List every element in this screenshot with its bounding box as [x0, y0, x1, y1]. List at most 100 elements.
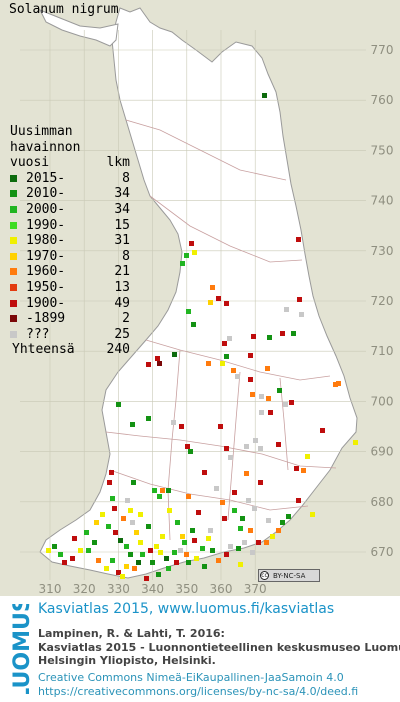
legend-swatch — [10, 268, 17, 276]
legend-row: 2010- 34 — [10, 186, 130, 202]
occurrence-square — [258, 446, 263, 451]
occurrence-square — [178, 548, 183, 553]
occurrence-square — [222, 516, 227, 521]
occurrence-square — [206, 536, 211, 541]
occurrence-square — [194, 556, 199, 561]
occurrence-square — [268, 410, 273, 415]
occurrence-square — [131, 480, 136, 485]
cc-badge-text: BY-NC-SA — [273, 572, 306, 580]
occurrence-square — [297, 297, 302, 302]
legend-count: 8 — [122, 170, 130, 186]
occurrence-square — [70, 556, 75, 561]
occurrence-square — [206, 361, 211, 366]
legend-count: 13 — [114, 279, 130, 295]
legend-swatch — [10, 205, 17, 213]
occurrence-square — [296, 498, 301, 503]
occurrence-square — [264, 540, 269, 545]
footer — [0, 596, 400, 702]
legend-row: 1950- 13 — [10, 280, 130, 296]
occurrence-square — [248, 528, 253, 533]
occurrence-square — [228, 455, 233, 460]
occurrence-square — [179, 424, 184, 429]
legend-swatch — [10, 221, 17, 229]
y-tick-label: 670 — [371, 545, 394, 559]
occurrence-square — [252, 506, 257, 511]
occurrence-square — [202, 564, 207, 569]
legend-row: 1960- 21 — [10, 264, 130, 280]
occurrence-square — [150, 560, 155, 565]
occurrence-square — [175, 520, 180, 525]
legend-period: 1950- — [26, 279, 66, 295]
legend-row: 1900- 49 — [10, 296, 130, 312]
occurrence-square — [244, 471, 249, 476]
occurrence-square — [220, 500, 225, 505]
occurrence-square — [92, 540, 97, 545]
legend-count: 34 — [114, 201, 130, 217]
occurrence-square — [208, 300, 213, 305]
occurrence-square — [208, 528, 213, 533]
occurrence-square — [296, 237, 301, 242]
legend-total-count: 240 — [106, 342, 130, 358]
legend-period: 1900- — [26, 295, 66, 311]
citation-line-1: Lampinen, R. & Lahti, T. 2016: — [38, 627, 225, 640]
occurrence-square — [248, 353, 253, 358]
occurrence-square — [184, 253, 189, 258]
legend-swatch — [10, 315, 17, 323]
occurrence-square — [248, 377, 253, 382]
occurrence-square — [72, 536, 77, 541]
occurrence-square — [286, 514, 291, 519]
legend-row: -1899 2 — [10, 311, 130, 327]
occurrence-square — [214, 486, 219, 491]
legend-swatch — [10, 237, 17, 245]
occurrence-square — [86, 548, 91, 553]
occurrence-square — [232, 508, 237, 513]
occurrence-square — [110, 496, 115, 501]
legend-swatch — [10, 190, 17, 198]
occurrence-square — [305, 454, 310, 459]
creative-commons-icon: cc — [260, 571, 269, 580]
occurrence-square — [253, 438, 258, 443]
license-line-1: Creative Commons Nimeä-EiKaupallinen-Jaa… — [38, 671, 344, 684]
occurrence-square — [58, 552, 63, 557]
legend-rows: 2015- 8 2010- 34 2000- 34 1990- 15 1980- 31 1970- 8… — [10, 171, 130, 343]
occurrence-square — [109, 470, 114, 475]
license-url[interactable]: https://creativecommons.org/licenses/by-… — [38, 684, 359, 698]
occurrence-square — [224, 446, 229, 451]
occurrence-square — [231, 368, 236, 373]
legend-heading: Uusimman havainnon vuosi lkm — [10, 124, 130, 171]
occurrence-square — [120, 574, 125, 579]
occurrence-square — [202, 470, 207, 475]
occurrence-square — [258, 480, 263, 485]
legend-total-label: Yhteensä — [12, 342, 75, 358]
license-text: Creative Commons Nimeä-EiKaupallinen-Jaa… — [38, 671, 358, 698]
legend-swatch — [10, 252, 17, 260]
occurrence-square — [200, 546, 205, 551]
occurrence-square — [107, 480, 112, 485]
occurrence-square — [128, 552, 133, 557]
legend-swatch — [10, 330, 17, 338]
occurrence-square — [250, 392, 255, 397]
occurrence-square — [216, 296, 221, 301]
occurrence-square — [192, 538, 197, 543]
occurrence-square — [265, 366, 270, 371]
occurrence-square — [224, 301, 229, 306]
x-tick-label: 350 — [175, 582, 198, 596]
occurrence-square — [310, 512, 315, 517]
occurrence-square — [155, 356, 160, 361]
tick-labels: 310 320 330 340 350 360 370 770 760 750 740 730 720 7… — [39, 43, 394, 596]
occurrence-square — [172, 352, 177, 357]
occurrence-square — [224, 354, 229, 359]
occurrence-square — [291, 331, 296, 336]
occurrence-square — [180, 534, 185, 539]
legend-heading-vuosi: vuosi — [10, 155, 50, 171]
occurrence-square — [238, 526, 243, 531]
occurrence-square — [236, 546, 241, 551]
occurrence-square — [156, 572, 161, 577]
occurrence-square — [353, 440, 358, 445]
occurrence-square — [96, 558, 101, 563]
occurrence-square — [276, 442, 281, 447]
legend-count: 31 — [114, 233, 130, 249]
kasviatlas-link[interactable]: Kasviatlas 2015, www.luomus.fi/kasviatla… — [38, 601, 335, 617]
occurrence-square — [167, 508, 172, 513]
